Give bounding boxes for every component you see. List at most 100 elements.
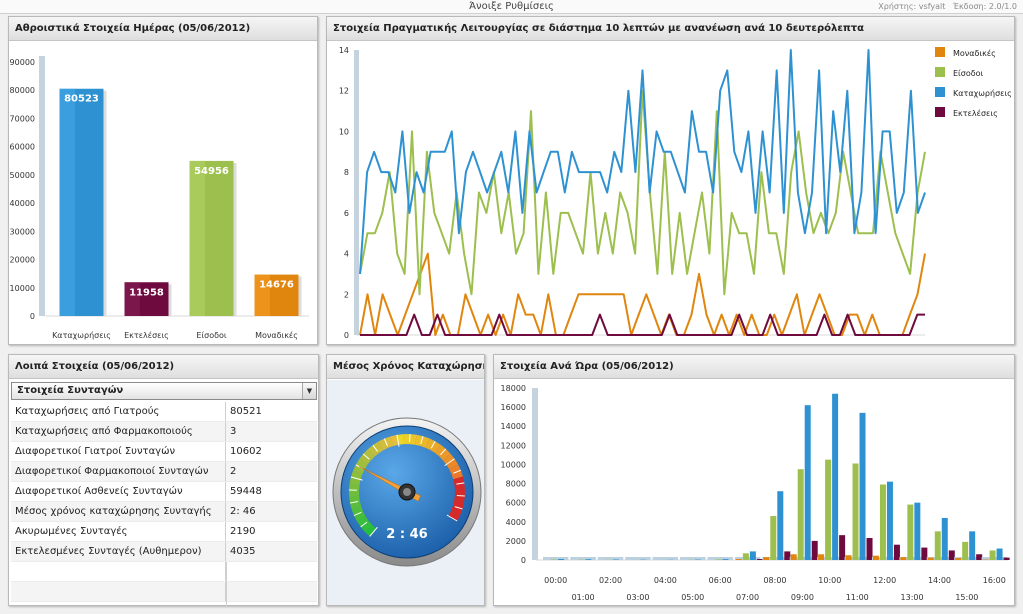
- gauge-arc-segment: [372, 441, 384, 454]
- table-row[interactable]: Καταχωρήσεις από Φαρμακοποιούς 3: [11, 422, 317, 442]
- row-value-empty: [226, 582, 317, 601]
- y-tick-label: 4: [344, 250, 349, 259]
- row-label: Καταχωρήσεις από Γιατρούς: [11, 402, 226, 421]
- daily-totals-title: Αθροιστικά Στοιχεία Ημέρας (05/06/2012): [9, 17, 317, 41]
- bar: [784, 551, 791, 560]
- bar: [921, 547, 928, 560]
- bar: [715, 559, 722, 560]
- chevron-down-icon[interactable]: ▼: [302, 383, 316, 399]
- stats-category-select[interactable]: Στοιχεία Συνταγών ▼: [11, 382, 317, 400]
- gauge-arc-segment: [364, 525, 377, 537]
- bar: [948, 550, 955, 560]
- bar: [989, 550, 996, 560]
- gauge-arc-segment: [446, 458, 458, 470]
- gauge-arc-segment: [448, 511, 461, 521]
- table-row[interactable]: Διαφορετικοί Ασθενείς Συνταγών 59448: [11, 482, 317, 502]
- stats-category-value: Στοιχεία Συνταγών: [17, 385, 124, 396]
- gauge-arc-segment: [384, 436, 394, 448]
- bar: [927, 557, 934, 560]
- y-tick-label: 10000: [501, 460, 526, 469]
- y-tick-label: 14: [339, 46, 349, 55]
- gauge-arc-segment: [454, 489, 465, 496]
- y-tick-label: 90000: [10, 58, 35, 67]
- bar-base-stub: [707, 557, 733, 560]
- x-tick-label: 10:00: [818, 576, 841, 585]
- avg-time-panel: Μέσος Χρόνος Καταχώρησης 2 : 46: [326, 354, 485, 606]
- gauge-tick: [383, 438, 388, 447]
- table-row[interactable]: Καταχωρήσεις από Γιατρούς 80521: [11, 402, 317, 422]
- x-tick-label: Είσοδοι: [196, 331, 227, 340]
- open-settings-link[interactable]: Άνοιξε Ρυθμίσεις: [469, 1, 554, 12]
- y-tick-label: 8000: [506, 480, 526, 489]
- legend-swatch: [935, 107, 945, 117]
- bar: [893, 544, 900, 560]
- version-label: Έκδοση: 2.0/1.0: [953, 2, 1017, 11]
- bar: [797, 469, 804, 560]
- gauge-chart: 2 : 46: [332, 417, 482, 567]
- gauge-tick: [440, 448, 447, 456]
- gauge-arc-segment: [367, 445, 379, 457]
- table-row[interactable]: Διαφορετικοί Γιατροί Συνταγών 10602: [11, 442, 317, 462]
- gauge-arc-segment: [434, 444, 446, 457]
- y-tick-label: 20000: [10, 256, 35, 265]
- row-value: 4035: [230, 546, 256, 557]
- bar: [825, 459, 832, 560]
- row-value: 2: [230, 466, 237, 477]
- x-tick-label: 02:00: [599, 576, 622, 585]
- gauge-tick: [430, 441, 436, 449]
- bar: [1003, 557, 1010, 560]
- x-tick-label: 06:00: [709, 576, 732, 585]
- gauge-tick: [362, 453, 370, 460]
- row-label: Διαφορετικοί Φαρμακοποιοί Συνταγών: [11, 462, 226, 481]
- table-row-empty: [11, 582, 317, 602]
- gauge-tick: [369, 526, 378, 537]
- gauge-arc-segment: [439, 448, 451, 461]
- bar: [969, 531, 976, 560]
- y-tick-label: 10: [339, 127, 349, 136]
- table-row[interactable]: Μέσος χρόνος καταχώρησης Συνταγής 2: 46: [11, 502, 317, 522]
- table-row[interactable]: Εκτελεσμένες Συνταγές (Αυθημερον) 4035: [11, 542, 317, 562]
- legend-label: Καταχωρήσεις: [953, 89, 1012, 98]
- table-row[interactable]: Ακυρωμένες Συνταγές 2190: [11, 522, 317, 542]
- x-tick-label: 12:00: [873, 576, 896, 585]
- bar-value-label: 80523: [64, 94, 99, 105]
- row-value: 2190: [230, 526, 256, 537]
- bar-base-stub: [625, 557, 651, 560]
- gauge-tick: [420, 436, 424, 445]
- bar: [879, 484, 886, 560]
- gauge-tick: [353, 511, 362, 517]
- bar: [907, 504, 914, 560]
- user-version-info: Χρήστης: vsfyalt Έκδοση: 2.0/1.0: [878, 2, 1017, 11]
- bar: [845, 555, 852, 560]
- bar: [914, 502, 921, 560]
- bar: [962, 541, 969, 560]
- bar: [790, 554, 797, 560]
- x-tick-label: 09:00: [791, 593, 814, 602]
- bar: [804, 405, 811, 560]
- legend-swatch: [935, 87, 945, 97]
- legend-swatch: [935, 67, 945, 77]
- y-tick-label: 6000: [506, 499, 526, 508]
- bar: [872, 555, 879, 560]
- y-tick-label: 12: [339, 87, 349, 96]
- row-value: 59448: [230, 486, 262, 497]
- bar-value-label: 54956: [194, 166, 229, 177]
- gauge-arc-segment: [355, 459, 368, 470]
- gauge-tick: [372, 444, 379, 452]
- x-tick-label: 14:00: [928, 576, 951, 585]
- bar: [941, 517, 948, 560]
- row-label: Εκτελεσμένες Συνταγές (Αυθημερον): [11, 542, 226, 561]
- gauge-tick: [396, 434, 400, 447]
- gauge-arc-segment: [353, 464, 365, 475]
- y-tick-label: 16000: [501, 403, 526, 412]
- table-row[interactable]: Διαφορετικοί Φαρμακοποιοί Συνταγών 2: [11, 462, 317, 482]
- gauge-arc-segment: [363, 449, 375, 461]
- gauge-arc-segment: [449, 464, 461, 474]
- stats-table: Καταχωρήσεις από Γιατρούς 80521 Καταχωρήσε…: [11, 402, 317, 602]
- x-tick-label: 04:00: [654, 576, 677, 585]
- daily-totals-chart: 0 10000 20000 30000 40000 50000 60000 70000 8000…: [10, 56, 309, 340]
- bar: [900, 557, 907, 560]
- bar: [866, 538, 873, 560]
- x-tick-label: 08:00: [763, 576, 786, 585]
- bar: [859, 412, 866, 560]
